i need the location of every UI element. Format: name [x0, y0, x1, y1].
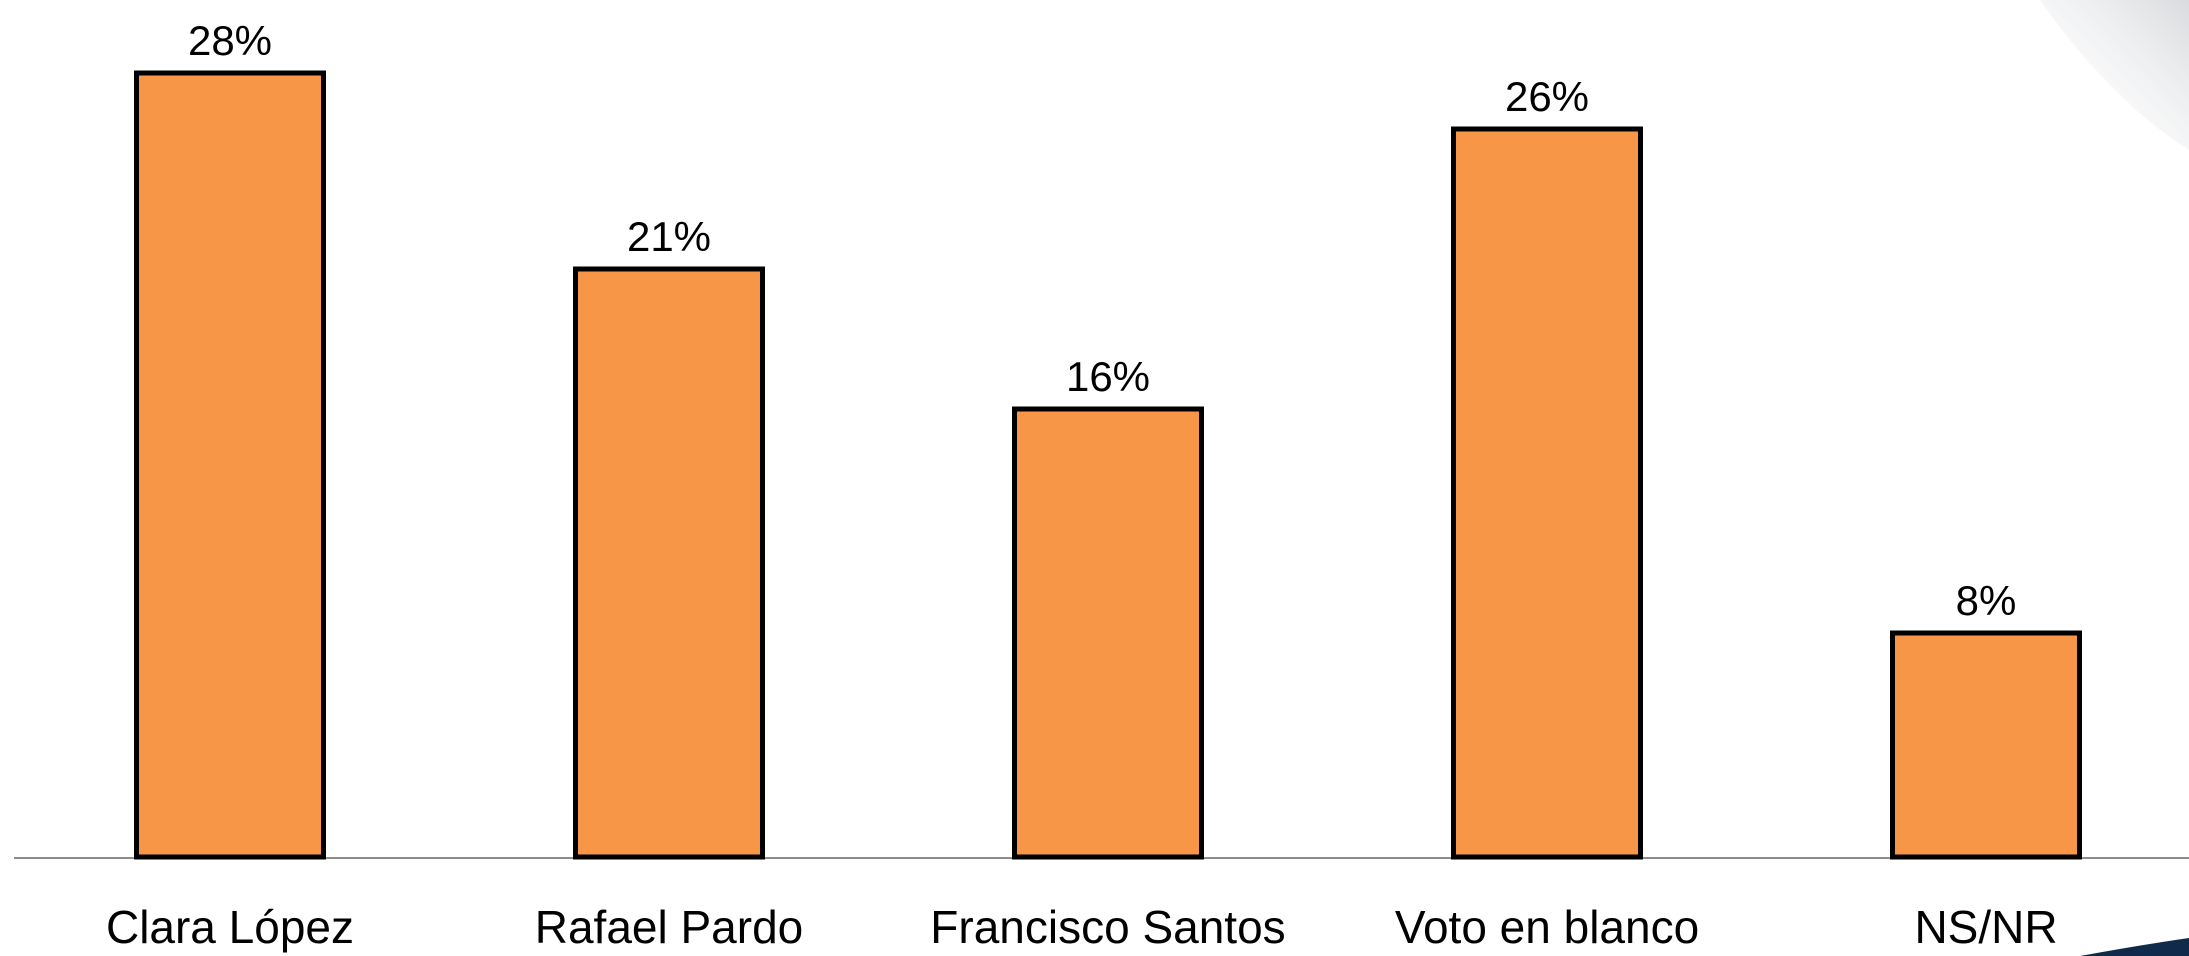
corner-swoosh: [2080, 938, 2189, 956]
corner-decoration: [2040, 0, 2189, 150]
bar: [573, 266, 765, 860]
x-tick-label: NS/NR: [1914, 901, 2057, 953]
value-label: 16%: [1066, 353, 1150, 400]
x-tick-label: Voto en blanco: [1395, 901, 1699, 953]
value-label: 26%: [1505, 73, 1589, 120]
bar: [134, 70, 326, 860]
value-label: 21%: [627, 213, 711, 260]
x-tick-label: Rafael Pardo: [535, 901, 804, 953]
x-tick-label: Clara López: [106, 901, 354, 953]
bar: [1451, 126, 1643, 860]
x-tick-label: Francisco Santos: [930, 901, 1285, 953]
value-label: 8%: [1956, 577, 2017, 624]
bar: [1012, 406, 1204, 860]
bar: [1890, 630, 2082, 860]
value-label: 28%: [188, 17, 272, 64]
